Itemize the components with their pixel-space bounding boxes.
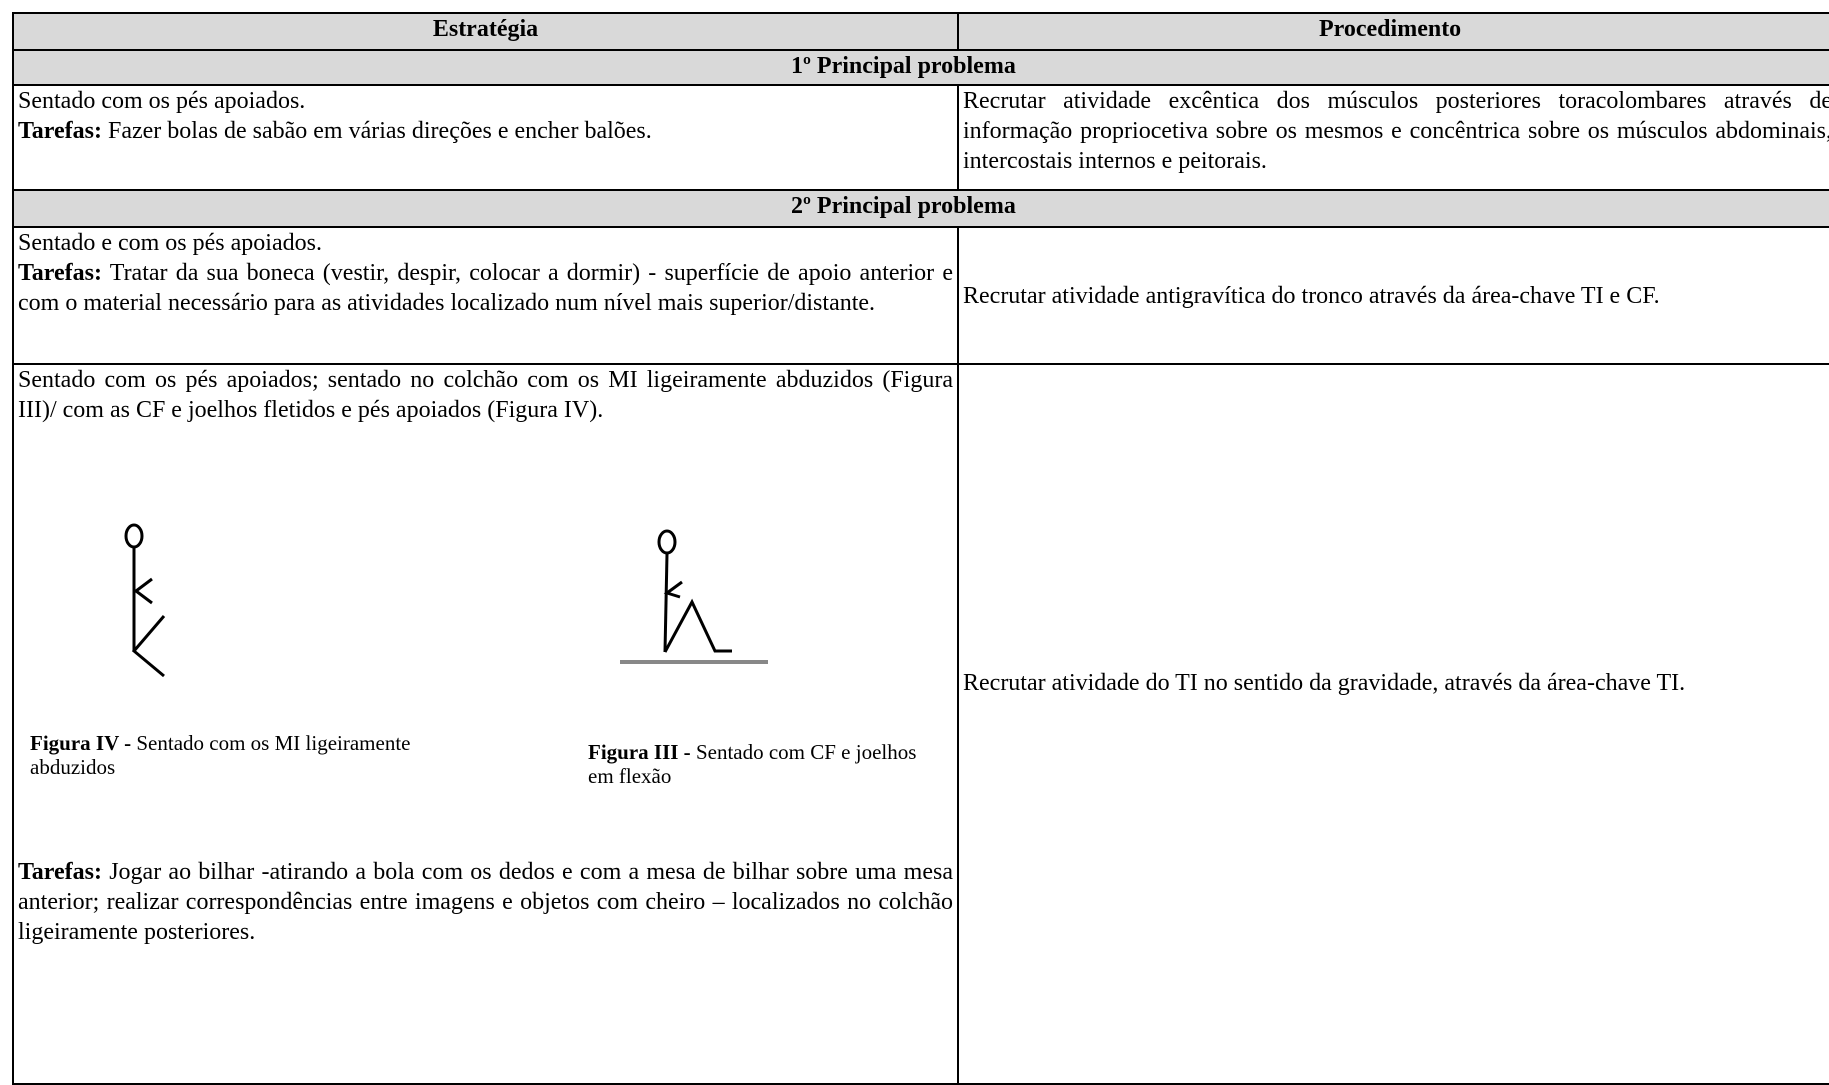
- setting: Sentado com os pés apoiados; sentado no …: [18, 367, 953, 423]
- section-title: 1º Principal problema: [12, 49, 1829, 86]
- page: Estratégia Procedimento 1º Principal pro…: [12, 12, 1829, 1085]
- procedure-cell: Recrutar atividade do TI no sentido da g…: [957, 363, 1829, 1085]
- procedure-cell: Recrutar atividade excêntica dos músculo…: [957, 84, 1829, 191]
- figure-label: Figura IV -: [30, 731, 132, 755]
- tasks: Tarefas: Jogar ao bilhar -atirando a bol…: [18, 857, 953, 947]
- procedure: Recrutar atividade excêntica dos músculo…: [963, 88, 1829, 174]
- tasks-text: Fazer bolas de sabão em várias direções …: [108, 118, 652, 144]
- figure-text: Sentado com CF e joelhos em flexão: [588, 740, 917, 788]
- procedure-cell: Recrutar atividade antigravítica do tron…: [957, 226, 1829, 365]
- section-row: 1º Principal problema: [12, 49, 1829, 86]
- figure-label: Figura III -: [588, 740, 691, 764]
- setting: Sentado e com os pés apoiados.: [18, 230, 322, 256]
- strategy-cell: Sentado e com os pés apoiados. Tarefas: T…: [12, 226, 959, 365]
- procedure: Recrutar atividade do TI no sentido da g…: [963, 670, 1686, 696]
- header-cell: Estratégia: [12, 12, 959, 51]
- header-cell: Procedimento: [957, 12, 1829, 51]
- figure-iii: [620, 529, 768, 664]
- section-row: 2º Principal problema: [12, 189, 1829, 228]
- setting: Sentado com os pés apoiados.: [18, 88, 306, 114]
- figure-iv: [124, 523, 166, 678]
- tasks-label: Tarefas:: [18, 260, 102, 286]
- row: Sentado e com os pés apoiados. Tarefas: T…: [12, 226, 1829, 365]
- tasks-text: Jogar ao bilhar -atirando a bola com os …: [18, 859, 953, 945]
- tasks: Tarefas: Tratar da sua boneca (vestir, d…: [18, 258, 953, 318]
- procedure: Recrutar atividade antigravítica do tron…: [963, 282, 1660, 309]
- tasks-text: Tratar da sua boneca (vestir, despir, co…: [18, 260, 954, 316]
- row: Sentado com os pés apoiados; sentado no …: [12, 363, 1829, 1085]
- section-title: 2º Principal problema: [12, 189, 1829, 228]
- header-row: Estratégia Procedimento: [12, 12, 1829, 51]
- strategy-cell: Sentado com os pés apoiados. Tarefas: Faz…: [12, 84, 959, 191]
- figure-text: Sentado com os MI ligeiramente abduzidos: [30, 731, 411, 779]
- figure-caption: Figura III - Sentado com CF e joelhos em…: [588, 740, 938, 788]
- tasks-label: Tarefas:: [18, 118, 102, 144]
- row: Sentado com os pés apoiados. Tarefas: Faz…: [12, 84, 1829, 191]
- table: Estratégia Procedimento 1º Principal pro…: [12, 12, 1829, 1085]
- tasks: Tarefas: Fazer bolas de sabão em várias …: [18, 116, 953, 146]
- figure-caption: Figura IV - Sentado com os MI ligeiramen…: [30, 731, 430, 779]
- tasks-label: Tarefas:: [18, 859, 102, 885]
- strategy-cell: Sentado com os pés apoiados; sentado no …: [12, 363, 959, 1085]
